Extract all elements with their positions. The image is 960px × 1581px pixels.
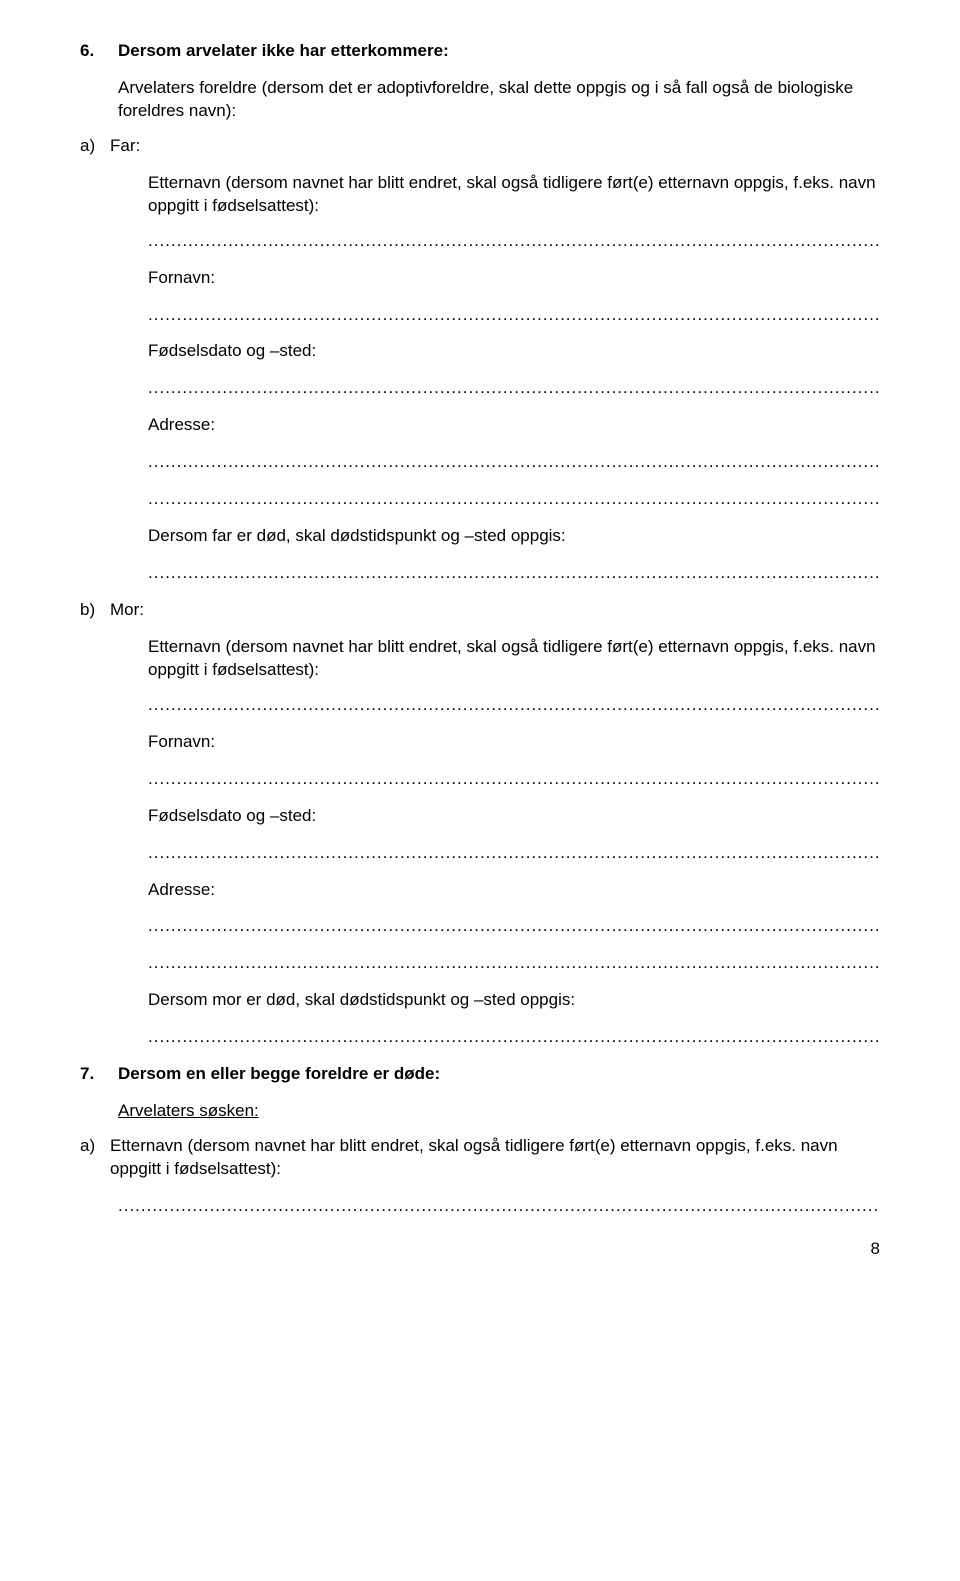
section-6b-letter: b) bbox=[80, 599, 110, 622]
section-7-heading: Dersom en eller begge foreldre er døde: bbox=[118, 1063, 880, 1086]
far-fornavn-label: Fornavn: bbox=[148, 267, 880, 290]
section-7a-row: a) Etternavn (dersom navnet har blitt en… bbox=[80, 1135, 880, 1181]
section-6b-row: b) Mor: bbox=[80, 599, 880, 622]
section-6a-letter: a) bbox=[80, 135, 110, 158]
section-7a-text: Etternavn (dersom navnet har blitt endre… bbox=[110, 1135, 880, 1181]
far-dod-label: Dersom far er død, skal dødstidspunkt og… bbox=[148, 525, 880, 548]
far-fodselsdato-line[interactable]: ........................................… bbox=[148, 377, 880, 400]
section-6-intro: Arvelaters foreldre (dersom det er adopt… bbox=[80, 77, 880, 123]
mor-dod-label: Dersom mor er død, skal dødstidspunkt og… bbox=[148, 989, 880, 1012]
mor-adresse-label: Adresse: bbox=[148, 879, 880, 902]
section-6-heading: Dersom arvelater ikke har etterkommere: bbox=[118, 40, 880, 63]
mor-fodselsdato-line[interactable]: ........................................… bbox=[148, 842, 880, 865]
section-7-heading-row: 7. Dersom en eller begge foreldre er død… bbox=[80, 1063, 880, 1086]
far-adresse-line2[interactable]: ........................................… bbox=[148, 488, 880, 511]
mor-adresse-line2[interactable]: ........................................… bbox=[148, 952, 880, 975]
section-7a-line[interactable]: ........................................… bbox=[118, 1195, 880, 1218]
far-fornavn-line[interactable]: ........................................… bbox=[148, 304, 880, 327]
mor-fornavn-label: Fornavn: bbox=[148, 731, 880, 754]
far-dod-line[interactable]: ........................................… bbox=[148, 562, 880, 585]
section-6b-title: Mor: bbox=[110, 599, 148, 622]
section-7-number: 7. bbox=[80, 1063, 118, 1086]
far-adresse-label: Adresse: bbox=[148, 414, 880, 437]
mor-adresse-line1[interactable]: ........................................… bbox=[148, 915, 880, 938]
mor-dod-line[interactable]: ........................................… bbox=[148, 1026, 880, 1049]
section-7-subhead: Arvelaters søsken: bbox=[80, 1100, 880, 1123]
mor-fodselsdato-label: Fødselsdato og –sted: bbox=[148, 805, 880, 828]
page-number: 8 bbox=[80, 1238, 880, 1261]
section-6-number: 6. bbox=[80, 40, 118, 63]
mor-surname-line[interactable]: ........................................… bbox=[148, 694, 880, 717]
far-fodselsdato-label: Fødselsdato og –sted: bbox=[148, 340, 880, 363]
far-surname-label: Etternavn (dersom navnet har blitt endre… bbox=[148, 172, 880, 218]
section-7a-letter: a) bbox=[80, 1135, 110, 1158]
section-6-heading-row: 6. Dersom arvelater ikke har etterkommer… bbox=[80, 40, 880, 63]
far-surname-line[interactable]: ........................................… bbox=[148, 230, 880, 253]
section-6a-title: Far: bbox=[110, 135, 148, 158]
far-adresse-line1[interactable]: ........................................… bbox=[148, 451, 880, 474]
mor-fornavn-line[interactable]: ........................................… bbox=[148, 768, 880, 791]
mor-surname-label: Etternavn (dersom navnet har blitt endre… bbox=[148, 636, 880, 682]
section-6a-row: a) Far: bbox=[80, 135, 880, 158]
